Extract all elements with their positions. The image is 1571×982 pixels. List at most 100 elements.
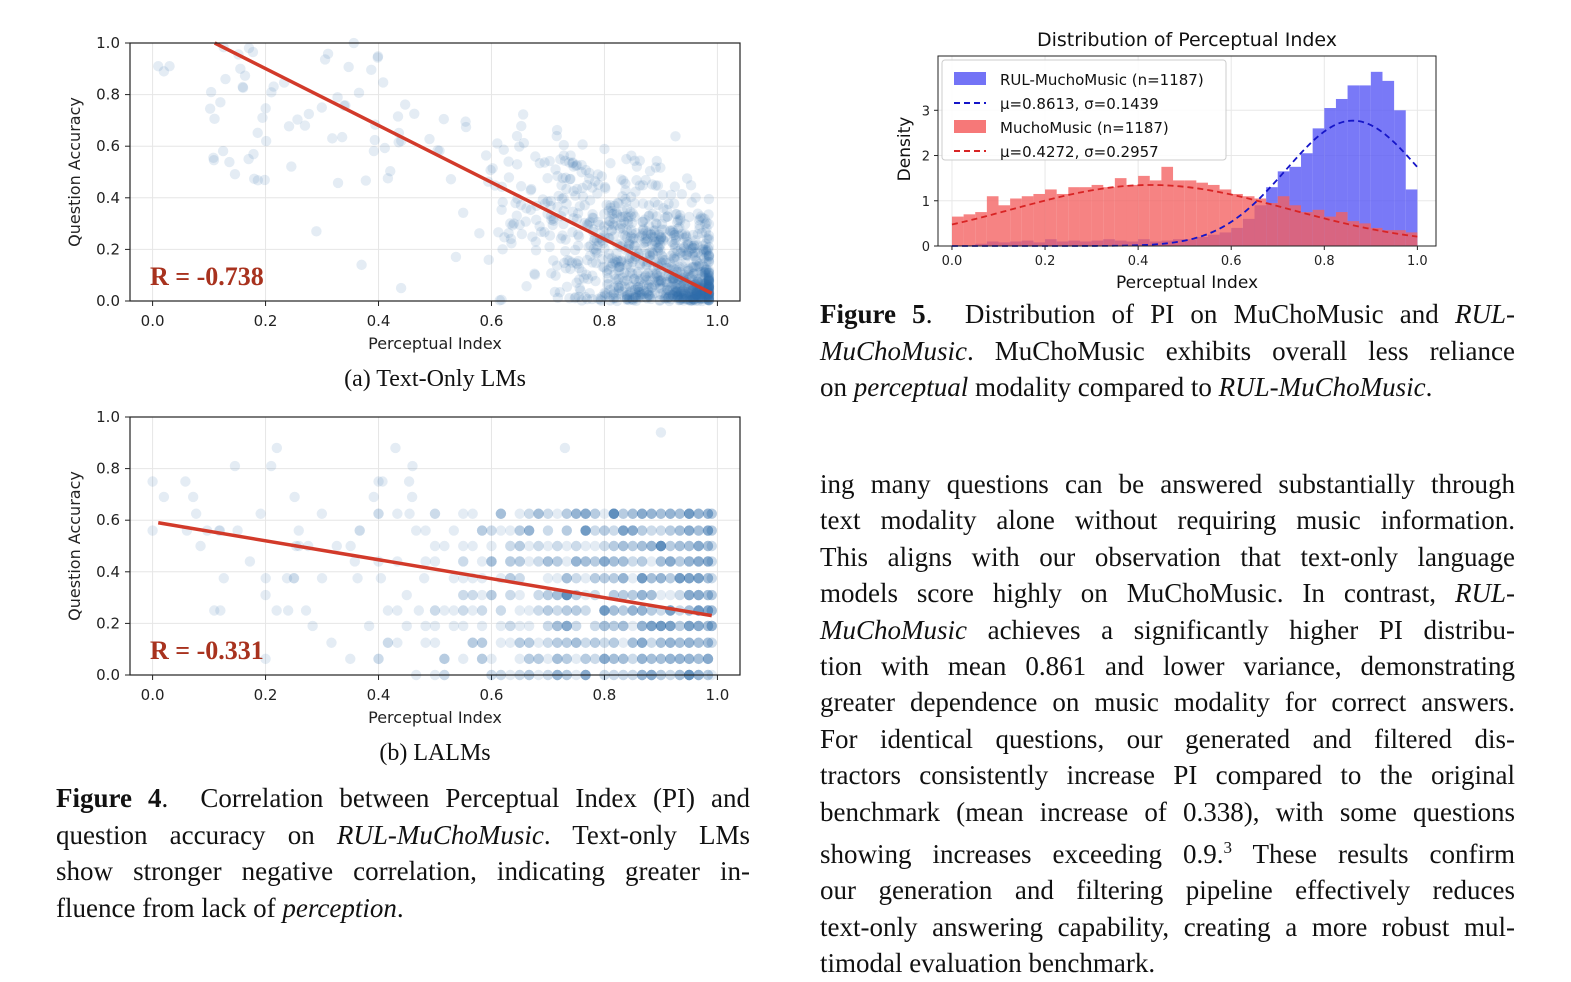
data-point — [573, 255, 584, 267]
data-point — [618, 525, 629, 536]
data-point — [682, 265, 693, 277]
data-point — [679, 286, 691, 298]
data-point — [665, 525, 676, 536]
data-point — [626, 217, 638, 229]
data-point — [621, 225, 633, 236]
data-point — [637, 180, 649, 191]
data-point — [580, 525, 591, 536]
data-point — [558, 139, 569, 151]
data-point — [683, 589, 695, 601]
data-point — [646, 508, 657, 519]
data-point — [319, 54, 331, 65]
data-point — [510, 197, 521, 209]
data-point — [683, 573, 695, 584]
data-point — [215, 605, 226, 616]
data-point — [685, 295, 696, 306]
data-point — [581, 219, 593, 230]
data-point — [693, 556, 704, 567]
data-point — [703, 270, 715, 281]
data-point — [448, 525, 460, 536]
data-point — [672, 223, 684, 234]
histogram-bar — [1254, 198, 1267, 246]
data-point — [561, 605, 572, 616]
data-point — [589, 637, 601, 648]
histogram-bar — [1335, 212, 1348, 246]
data-point — [674, 573, 685, 584]
data-point — [582, 273, 594, 285]
data-point — [627, 620, 638, 632]
data-point — [618, 620, 629, 632]
y-tick-label: 2 — [922, 150, 930, 165]
data-point — [496, 204, 507, 215]
data-point — [642, 268, 654, 279]
data-point — [571, 637, 582, 648]
data-point — [667, 227, 678, 238]
data-point — [552, 653, 563, 665]
data-point — [693, 573, 704, 584]
data-point — [681, 249, 692, 261]
data-point — [651, 270, 663, 281]
data-point — [646, 637, 657, 648]
data-point — [607, 218, 618, 229]
data-point — [655, 540, 667, 552]
data-point — [670, 286, 682, 297]
data-point — [683, 653, 695, 665]
data-point — [683, 556, 695, 567]
data-point — [608, 508, 620, 519]
data-point — [590, 275, 601, 287]
data-point — [644, 270, 656, 282]
data-point — [615, 174, 627, 185]
data-point — [627, 605, 638, 616]
data-point — [511, 159, 523, 170]
data-point — [634, 258, 646, 269]
data-point — [658, 235, 669, 246]
data-point — [439, 653, 450, 665]
histogram-bar — [1079, 187, 1092, 246]
data-point — [571, 637, 582, 648]
data-point — [255, 508, 266, 519]
data-point — [571, 556, 582, 567]
data-point — [458, 540, 469, 552]
data-point — [403, 476, 415, 487]
data-point — [693, 525, 704, 536]
data-point — [561, 556, 572, 567]
data-point — [300, 605, 312, 616]
data-point — [677, 250, 688, 261]
data-point — [693, 290, 704, 302]
caption-4-line-2b: RUL-MuChoMusic — [336, 819, 544, 850]
data-point — [699, 253, 710, 264]
data-point — [599, 653, 610, 665]
data-point — [601, 289, 613, 300]
data-point — [542, 653, 554, 665]
data-point — [665, 226, 676, 237]
footnote-marker[interactable]: 3 — [1223, 838, 1232, 858]
data-point — [595, 294, 606, 305]
data-point — [629, 240, 640, 252]
data-point — [620, 196, 632, 208]
data-point — [239, 70, 251, 81]
data-point — [505, 233, 517, 245]
data-point — [360, 175, 372, 186]
data-point — [672, 245, 683, 257]
data-point — [599, 605, 610, 616]
data-point — [646, 653, 657, 665]
data-point — [679, 242, 690, 254]
data-point — [458, 605, 469, 616]
data-point — [627, 637, 638, 648]
data-point — [382, 637, 394, 648]
regression-line — [157, 521, 713, 618]
data-point — [608, 556, 620, 567]
data-point — [655, 525, 667, 536]
data-point — [665, 540, 676, 552]
data-point — [703, 266, 715, 278]
data-point — [474, 228, 485, 239]
data-point — [665, 556, 676, 567]
data-point — [652, 246, 664, 257]
data-point — [646, 573, 657, 584]
data-point — [655, 232, 667, 243]
data-point — [260, 103, 271, 114]
data-point — [686, 295, 697, 306]
data-point — [527, 231, 538, 242]
x-tick-label: 0.4 — [1128, 254, 1149, 269]
data-point — [691, 289, 703, 301]
